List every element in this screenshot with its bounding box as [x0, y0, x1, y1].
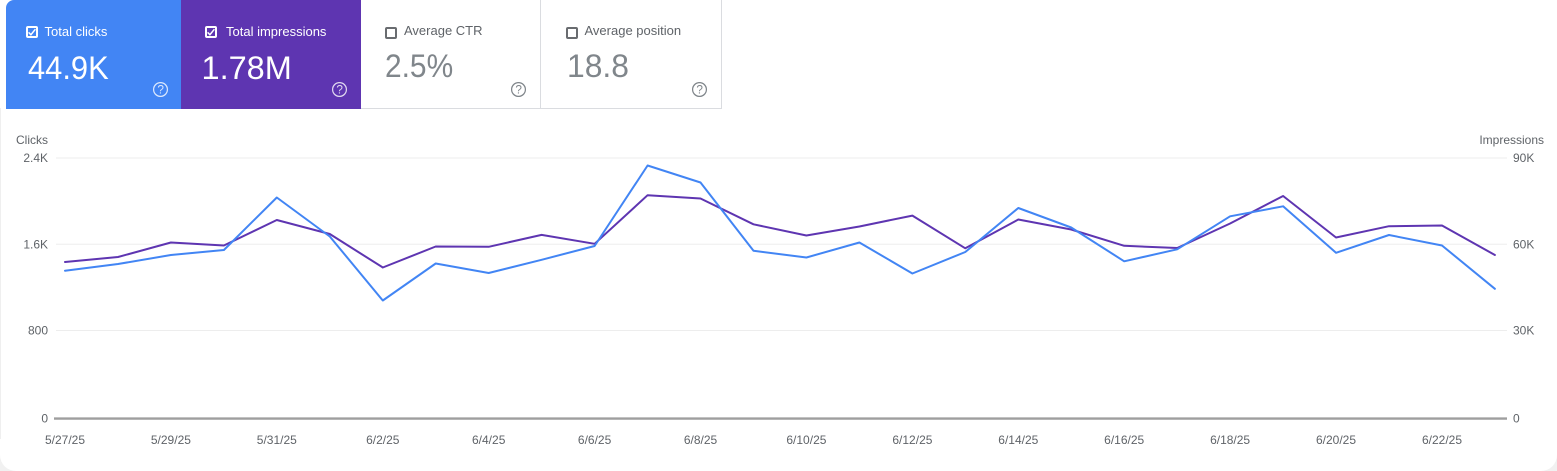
svg-text:6/8/25: 6/8/25	[684, 433, 718, 447]
svg-text:6/22/25: 6/22/25	[1422, 433, 1462, 447]
svg-text:5/27/25: 5/27/25	[45, 433, 85, 447]
svg-text:6/6/25: 6/6/25	[578, 433, 612, 447]
svg-text:5/29/25: 5/29/25	[151, 433, 191, 447]
svg-text:?: ?	[157, 82, 164, 96]
svg-text:90K: 90K	[1513, 151, 1534, 165]
svg-text:?: ?	[516, 82, 523, 96]
svg-text:0: 0	[1513, 412, 1520, 426]
svg-text:6/20/25: 6/20/25	[1316, 433, 1356, 447]
svg-text:6/14/25: 6/14/25	[998, 433, 1038, 447]
svg-text:Impressions: Impressions	[1479, 133, 1544, 147]
svg-text:6/10/25: 6/10/25	[786, 433, 826, 447]
svg-text:6/18/25: 6/18/25	[1210, 433, 1250, 447]
svg-text:30K: 30K	[1513, 324, 1534, 338]
svg-text:6/12/25: 6/12/25	[892, 433, 932, 447]
svg-text:0: 0	[41, 412, 48, 426]
svg-text:6/16/25: 6/16/25	[1104, 433, 1144, 447]
svg-text:5/31/25: 5/31/25	[257, 433, 297, 447]
svg-text:800: 800	[28, 324, 48, 338]
svg-text:?: ?	[696, 82, 703, 96]
svg-text:2.4K: 2.4K	[23, 151, 48, 165]
svg-text:6/2/25: 6/2/25	[366, 433, 400, 447]
svg-text:60K: 60K	[1513, 237, 1534, 251]
svg-text:6/4/25: 6/4/25	[472, 433, 506, 447]
svg-text:1.6K: 1.6K	[23, 237, 48, 251]
svg-text:?: ?	[336, 82, 343, 96]
svg-text:Clicks: Clicks	[16, 133, 48, 147]
